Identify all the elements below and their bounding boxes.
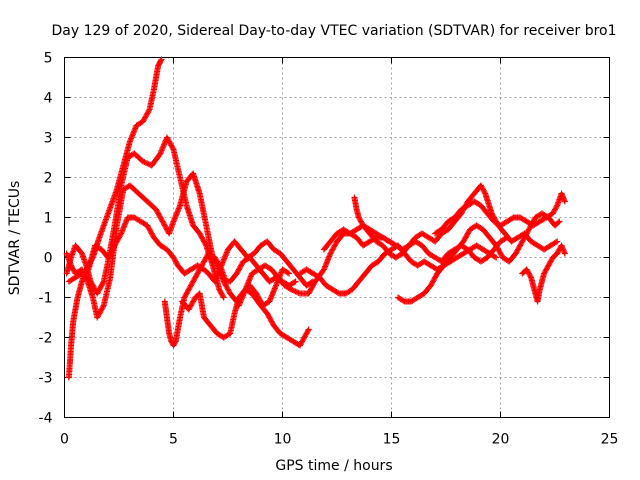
series-arc-10: [351, 194, 511, 265]
x-tick-label: 0: [60, 432, 69, 448]
data-point: [158, 56, 165, 63]
series-arc-13: [519, 242, 568, 305]
data-point: [220, 294, 227, 301]
x-tick-label: 25: [601, 432, 619, 448]
data-point: [100, 279, 107, 286]
data-point: [100, 303, 107, 310]
series-arc-12: [432, 190, 568, 237]
y-tick-label: -1: [39, 291, 53, 307]
tick-labels: 0 5 10 15 20 25 -4 -3 -2 -1 0 1 2 3 4 5: [39, 51, 619, 448]
data-point: [304, 327, 311, 334]
x-tick-label: 20: [492, 432, 510, 448]
data-point: [554, 238, 561, 245]
data-point: [286, 270, 293, 277]
series-arc-6: [179, 286, 312, 349]
x-tick-label: 10: [274, 432, 292, 448]
data-point: [556, 218, 563, 225]
data-point: [171, 339, 178, 346]
data-point: [493, 254, 500, 261]
data-point: [509, 215, 516, 222]
data-point: [291, 279, 298, 286]
data-point: [561, 198, 568, 205]
data-point: [502, 235, 509, 242]
gridlines: [64, 57, 610, 418]
plot-frame: [64, 57, 610, 418]
data-point: [145, 107, 152, 114]
y-tick-label: 5: [44, 51, 53, 67]
data-point: [481, 189, 488, 196]
series-arc-11: [395, 210, 563, 305]
y-tick-label: 0: [44, 251, 53, 267]
data-point: [217, 265, 224, 272]
series-arc-3: [63, 170, 293, 321]
x-axis-label: GPS time / hours: [275, 458, 392, 474]
data-point: [552, 239, 559, 246]
y-tick-label: 4: [44, 91, 53, 107]
x-tick-label: 15: [383, 432, 401, 448]
data-point: [157, 57, 164, 64]
data-point: [555, 219, 562, 226]
data-point: [117, 231, 124, 238]
data-point: [219, 293, 226, 300]
data-point: [400, 297, 407, 304]
y-tick-label: 3: [44, 131, 53, 147]
data-point: [504, 234, 511, 241]
data-point: [553, 203, 560, 210]
data-point: [491, 253, 498, 260]
y-axis-label: SDTVAR / TECUs: [7, 181, 23, 296]
chart-title: Day 129 of 2020, Sidereal Day-to-day VTE…: [51, 23, 616, 39]
y-tick-label: 1: [44, 211, 53, 227]
data-point: [305, 326, 312, 333]
data-point: [292, 278, 299, 285]
y-tick-label: -4: [39, 411, 53, 427]
data-point: [334, 289, 341, 296]
y-tick-label: -2: [39, 331, 53, 347]
data-point: [527, 273, 534, 280]
x-tick-label: 5: [169, 432, 178, 448]
data-point: [82, 273, 89, 280]
data-point: [284, 269, 291, 276]
data-point: [169, 145, 176, 152]
data-points: [63, 56, 568, 381]
y-tick-label: -3: [39, 371, 53, 387]
data-point: [561, 250, 568, 257]
y-tick-label: 2: [44, 171, 53, 187]
